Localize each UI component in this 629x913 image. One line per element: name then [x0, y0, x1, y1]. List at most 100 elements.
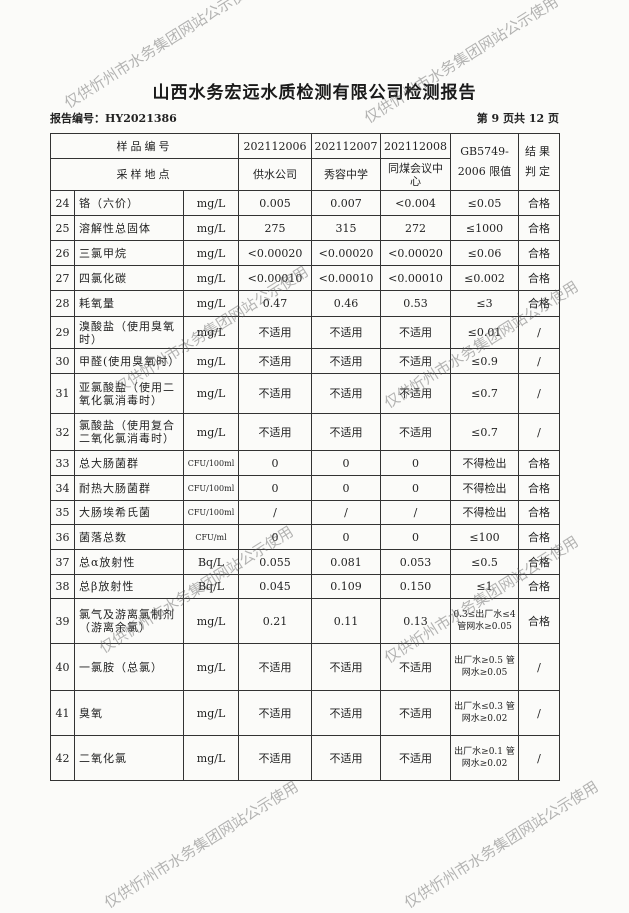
sample-no: 202112007	[311, 133, 382, 159]
value: 不适用	[238, 735, 313, 781]
table-row: 29 溴酸盐（使用臭氧时） mg/L 不适用 不适用 不适用 ≤0.01/	[50, 316, 561, 349]
item-name: 二氧化氯	[74, 735, 184, 781]
table-row: 36 菌落总数 CFU/ml 0 0 0 ≤100 合格	[50, 524, 561, 550]
item-number: 24	[50, 190, 75, 216]
value: 不适用	[238, 690, 313, 736]
limit: 出厂水≥0.1 管网水≥0.02	[450, 735, 520, 781]
item-name: 总α放射性	[74, 549, 184, 575]
result: 合格	[518, 265, 561, 291]
table-row: 30 甲醛(使用臭氧时） mg/L 不适用 不适用 不适用 ≤0.9/	[50, 348, 561, 374]
value: 0	[311, 524, 382, 550]
result: 合格	[518, 549, 561, 575]
unit: Bq/L	[182, 549, 240, 575]
item-number: 29	[50, 316, 75, 349]
site: 秀容中学	[311, 158, 382, 191]
sample-no: 202112006	[238, 133, 313, 159]
value: 0	[238, 475, 313, 501]
item-number: 38	[50, 574, 75, 599]
value: 0.47	[238, 290, 313, 317]
result: /	[518, 643, 561, 691]
value: /	[380, 500, 452, 525]
result: /	[518, 316, 561, 349]
limit: 0.3≤出厂水≤4 管网水≥0.05	[450, 598, 520, 644]
unit: CFU/100ml	[182, 475, 240, 501]
value: 不适用	[311, 643, 382, 691]
value: 0	[380, 450, 452, 476]
limit: ≤0.7	[450, 373, 520, 414]
item-number: 40	[50, 643, 75, 691]
unit: mg/L	[182, 265, 240, 291]
result: /	[518, 373, 561, 414]
value: 0	[380, 475, 452, 501]
unit: CFU/ml	[182, 524, 240, 550]
value: 0.109	[311, 574, 382, 599]
item-name: 耗氧量	[74, 290, 184, 317]
value: <0.00020	[311, 240, 382, 266]
header-row-site: 采样地点 供水公司 秀容中学 同煤会议中心	[49, 158, 560, 191]
limit: 不得检出	[450, 475, 520, 501]
limit: ≤1	[450, 574, 520, 599]
result: 合格	[518, 215, 561, 241]
limit: 出厂水≤0.3 管网水≥0.02	[450, 690, 520, 736]
unit: mg/L	[182, 348, 240, 374]
table-row: 38 总β放射性 Bq/L 0.045 0.109 0.150 ≤1 合格	[50, 574, 561, 599]
value: 0.150	[380, 574, 452, 599]
table-row: 35 大肠埃希氏菌 CFU/100ml / / / 不得检出 合格	[50, 500, 561, 525]
value: <0.004	[380, 190, 452, 216]
table-row: 39 氯气及游离氯制剂（游离余氯） mg/L 0.21 0.11 0.13 0.3≤出厂水≤…	[50, 598, 561, 644]
unit: mg/L	[182, 690, 240, 736]
limit: ≤0.01	[450, 316, 520, 349]
value: 0.53	[380, 290, 452, 317]
value: 0.055	[238, 549, 313, 575]
value: 0.053	[380, 549, 452, 575]
item-number: 31	[50, 373, 75, 414]
value: <0.00010	[380, 265, 452, 291]
item-number: 25	[50, 215, 75, 241]
value: 0	[238, 450, 313, 476]
result: 合格	[518, 190, 561, 216]
report-title: 山西水务宏远水质检测有限公司检测报告	[152, 83, 477, 103]
table-row: 40 一氯胺（总氯） mg/L 不适用 不适用 不适用 出厂水≥0.5 管网水≥0.05/	[50, 643, 561, 691]
value: 0	[311, 475, 382, 501]
result: 合格	[518, 524, 561, 550]
limit: ≤0.06	[450, 240, 520, 266]
result: 合格	[518, 500, 561, 525]
unit: CFU/100ml	[182, 500, 240, 525]
result: /	[518, 413, 561, 451]
table-row: 26 三氯甲烷 mg/L <0.00020 <0.00020 <0.00020 ≤0.06 合…	[50, 240, 561, 266]
value: 0.21	[238, 598, 313, 644]
item-name: 氯酸盐（使用复合二氧化氯消毒时）	[74, 413, 184, 451]
item-number: 35	[50, 500, 75, 525]
limit: ≤100	[450, 524, 520, 550]
unit: mg/L	[182, 643, 240, 691]
item-number: 27	[50, 265, 75, 291]
value: /	[311, 500, 382, 525]
result: 合格	[518, 574, 561, 599]
result: 合格	[518, 475, 561, 501]
value: 不适用	[311, 413, 382, 451]
limit: ≤0.05	[450, 190, 520, 216]
table-row: 32 氯酸盐（使用复合二氧化氯消毒时） mg/L 不适用 不适用 不适用 ≤0.7/	[50, 413, 561, 451]
value: 315	[311, 215, 382, 241]
table-row: 34 耐热大肠菌群 CFU/100ml 0 0 0 不得检出 合格	[50, 475, 561, 501]
site: 供水公司	[238, 158, 313, 191]
unit: CFU/100ml	[182, 450, 240, 476]
unit: mg/L	[182, 316, 240, 349]
value: 不适用	[238, 643, 313, 691]
value: 272	[380, 215, 452, 241]
value: <0.00010	[238, 265, 313, 291]
value: 不适用	[311, 373, 382, 414]
unit: mg/L	[182, 598, 240, 644]
item-number: 36	[50, 524, 75, 550]
item-name: 臭氧	[74, 690, 184, 736]
item-number: 30	[50, 348, 75, 374]
item-number: 33	[50, 450, 75, 476]
value: 不适用	[380, 413, 452, 451]
unit: mg/L	[182, 240, 240, 266]
value: 275	[238, 215, 313, 241]
table-row: 27 四氯化碳 mg/L <0.00010 <0.00010 <0.00010 ≤0.002…	[50, 265, 561, 291]
value: 不适用	[238, 373, 313, 414]
value: 不适用	[238, 316, 313, 349]
item-name: 溴酸盐（使用臭氧时）	[74, 316, 184, 349]
result: /	[518, 348, 561, 374]
